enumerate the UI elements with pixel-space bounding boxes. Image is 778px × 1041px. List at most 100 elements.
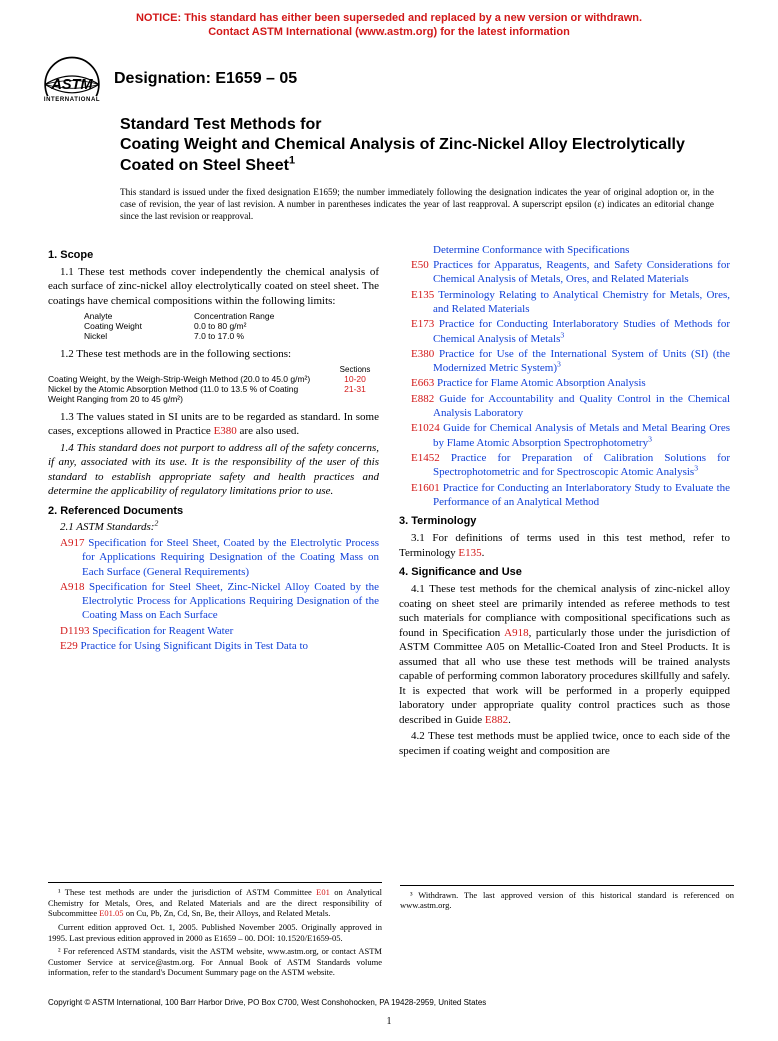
ref-code: E50 [411,259,429,271]
ref-text: Specification for Reagent Water [92,625,233,637]
title-sup: 1 [289,155,295,167]
ref-item[interactable]: E29 Practice for Using Significant Digit… [48,639,379,653]
ref-text: Practice for Using Significant Digits in… [80,640,308,652]
ref-item[interactable]: E1601 Practice for Conducting an Interla… [399,481,730,510]
sig-p1c: . [508,714,511,726]
ref-sup: 3 [694,464,698,473]
ref-e135-inline[interactable]: E135 [458,547,481,559]
refs-left-list: A917 Specification for Steel Sheet, Coat… [48,536,379,653]
refs-right-list: Determine Conformance with Specification… [399,243,730,509]
ref-e882-inline[interactable]: E882 [485,714,508,726]
ref-item[interactable]: E882 Guide for Accountability and Qualit… [399,392,730,421]
ref-code: E173 [411,318,434,330]
page-number: 1 [0,1016,778,1027]
footnotes-right: ³ Withdrawn. The last approved version o… [400,885,734,911]
ref-text: Specification for Steel Sheet, Coated by… [82,537,379,578]
header-row: ASTM INTERNATIONAL Designation: E1659 – … [0,48,778,107]
term-p1b: . [482,547,485,559]
title-line1: Standard Test Methods for [120,116,322,133]
ref-item[interactable]: A917 Specification for Steel Sheet, Coat… [48,536,379,579]
sec-r0-val: 10-20 [331,374,379,384]
terminology-p1: 3.1 For definitions of terms used in thi… [399,531,730,560]
analyte-r0c1: 0.0 to 80 g/m² [194,321,246,331]
ref-item[interactable]: E380 Practice for Use of the Internation… [399,347,730,376]
scope-head: 1. Scope [48,249,379,261]
ref-text: Practice for Conducting Interlaboratory … [433,318,730,344]
scope-p2: 1.2 These test methods are in the follow… [48,347,379,362]
svg-text:ASTM: ASTM [50,76,93,92]
ref-text: Practice for Flame Atomic Absorption Ana… [437,377,646,389]
refs-sub-sup: 2 [154,518,158,527]
ref-text: Practice for Conducting an Interlaborato… [433,482,730,508]
sec-r0-label: Coating Weight, by the Weigh-Strip-Weigh… [48,374,331,384]
ref-text: Guide for Chemical Analysis of Metals an… [433,422,730,448]
astm-logo-icon: ASTM [44,56,100,96]
significance-p1: 4.1 These test methods for the chemical … [399,582,730,727]
ref-item[interactable]: D1193 Specification for Reagent Water [48,624,379,638]
ref-e01[interactable]: E01 [316,887,330,897]
ref-code: E135 [411,289,434,301]
analyte-r0c0: Coating Weight [84,321,194,331]
ref-code: E882 [411,393,434,405]
ref-code: E29 [60,640,78,652]
ref-item[interactable]: E1024 Guide for Chemical Analysis of Met… [399,421,730,450]
terminology-head: 3. Terminology [399,515,730,527]
title-block: Standard Test Methods for Coating Weight… [120,115,722,177]
analyte-table: AnalyteConcentration Range Coating Weigh… [84,311,379,341]
significance-p2: 4.2 These test methods must be applied t… [399,729,730,758]
fn1a: ¹ These test methods are under the juris… [58,887,316,897]
significance-head: 4. Significance and Use [399,566,730,578]
astm-logo: ASTM INTERNATIONAL [36,56,108,103]
ref-e0105[interactable]: E01.05 [99,908,123,918]
ref-sup: 3 [557,359,561,368]
ref-sup: 3 [648,434,652,443]
sec-r1-label: Nickel by the Atomic Absorption Method (… [48,384,331,404]
ref-text: Determine Conformance with Specification… [433,244,629,256]
analyte-r1c0: Nickel [84,331,194,341]
ref-item[interactable]: E173 Practice for Conducting Interlabora… [399,317,730,346]
term-p1a: 3.1 For definitions of terms used in thi… [399,532,730,559]
ref-e380-inline[interactable]: E380 [214,425,237,437]
left-column: 1. Scope 1.1 These test methods cover in… [48,243,379,761]
ref-item[interactable]: E663 Practice for Flame Atomic Absorptio… [399,376,730,390]
logo-label: INTERNATIONAL [44,97,100,103]
sections-table: Sections Coating Weight, by the Weigh-St… [48,365,379,404]
notice-line1: NOTICE: This standard has either been su… [136,12,642,24]
scope-p3: 1.3 The values stated in SI units are to… [48,410,379,439]
footnote-1: ¹ These test methods are under the juris… [48,887,382,919]
sig-p1b: , particularly those under the jurisdict… [399,627,730,726]
footnotes-left: ¹ These test methods are under the juris… [48,882,382,981]
refs-sub: 2.1 ASTM Standards:2 [48,521,379,533]
fn1c: on Cu, Pb, Zn, Cd, Sn, Be, their Alloys,… [124,908,331,918]
scope-p1: 1.1 These test methods cover independent… [48,265,379,309]
copyright: Copyright © ASTM International, 100 Barr… [48,998,486,1007]
designation: Designation: E1659 – 05 [114,70,297,88]
ref-item[interactable]: E135 Terminology Relating to Analytical … [399,288,730,317]
ref-text: Guide for Accountability and Quality Con… [433,393,730,419]
ref-item[interactable]: E50 Practices for Apparatus, Reagents, a… [399,258,730,287]
refs-sub-text: 2.1 ASTM Standards: [60,521,154,533]
title-line2: Coating Weight and Chemical Analysis of … [120,136,685,174]
ref-code: E380 [411,348,434,360]
ref-text: Specification for Steel Sheet, Zinc-Nick… [82,581,379,622]
right-column: Determine Conformance with Specification… [399,243,730,761]
ref-text: Practice for Preparation of Calibration … [433,452,730,478]
analyte-col1: Analyte [84,311,194,321]
ref-item[interactable]: E1452 Practice for Preparation of Calibr… [399,451,730,480]
issued-note: This standard is issued under the fixed … [120,187,714,223]
ref-item[interactable]: A918 Specification for Steel Sheet, Zinc… [48,580,379,623]
ref-item[interactable]: Determine Conformance with Specification… [399,243,730,257]
ref-code: E1601 [411,482,440,494]
ref-text: Practice for Use of the International Sy… [433,348,730,374]
analyte-r1c1: 7.0 to 17.0 % [194,331,244,341]
fn2-text: ² For referenced ASTM standards, visit t… [48,946,382,977]
scope-p4: 1.4 This standard does not purport to ad… [48,441,379,499]
ref-code: E1452 [411,452,440,464]
scope-p3b: are also used. [237,425,299,437]
ref-a918-inline[interactable]: A918 [504,627,528,639]
ref-code: D1193 [60,625,90,637]
notice-line2: Contact ASTM International (www.astm.org… [208,26,570,38]
footnote-3: ³ Withdrawn. The last approved version o… [400,890,734,911]
sections-hdr: Sections [331,365,379,374]
notice-banner: NOTICE: This standard has either been su… [0,0,778,48]
